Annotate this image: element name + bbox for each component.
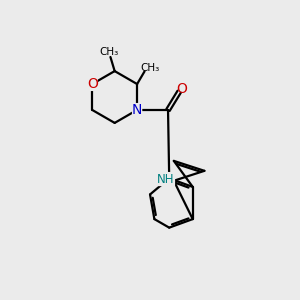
Text: NH: NH [157,172,175,185]
Text: CH₃: CH₃ [99,47,119,57]
Text: O: O [177,82,188,96]
Text: O: O [87,77,98,91]
Text: N: N [132,103,142,117]
Text: CH₃: CH₃ [140,63,160,73]
